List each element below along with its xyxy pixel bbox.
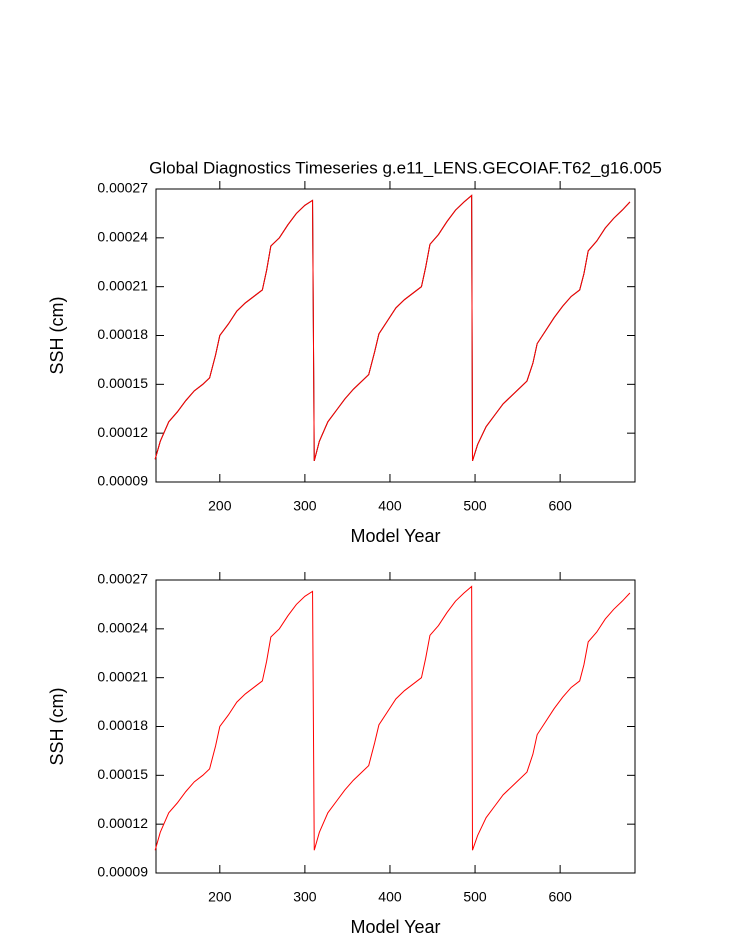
x-tick-label: 300 <box>293 889 317 905</box>
y-tick-label: 0.00024 <box>97 229 148 245</box>
x-tick-label: 300 <box>293 498 317 514</box>
y-axis-label: SSH (cm) <box>47 688 67 766</box>
x-tick-label: 600 <box>548 498 572 514</box>
x-tick-label: 500 <box>463 498 487 514</box>
y-tick-label: 0.00012 <box>97 424 148 440</box>
y-tick-label: 0.00021 <box>97 277 148 293</box>
x-axis-label: Model Year <box>350 526 440 546</box>
plot-frame <box>155 188 636 483</box>
x-tick-label: 400 <box>378 498 402 514</box>
series-line <box>154 194 631 461</box>
x-tick-label: 200 <box>208 889 232 905</box>
y-tick-label: 0.00027 <box>97 571 148 587</box>
series-line <box>154 585 631 851</box>
series-line <box>154 194 631 461</box>
y-tick-label: 0.00015 <box>97 375 148 391</box>
y-tick-label: 0.00018 <box>97 326 148 342</box>
y-tick-label: 0.00009 <box>97 864 148 880</box>
x-tick-label: 400 <box>378 889 402 905</box>
y-tick-label: 0.00018 <box>97 717 148 733</box>
y-tick-label: 0.00015 <box>97 766 148 782</box>
x-tick-label: 600 <box>548 889 572 905</box>
x-axis-label: Model Year <box>350 917 440 937</box>
x-tick-label: 200 <box>208 498 232 514</box>
plot-frame <box>155 579 636 874</box>
chart-title: Global Diagnostics Timeseries g.e11_LENS… <box>149 158 662 177</box>
y-tick-label: 0.00027 <box>97 180 148 196</box>
y-tick-label: 0.00024 <box>97 620 148 636</box>
y-axis-label: SSH (cm) <box>47 297 67 375</box>
y-tick-label: 0.00009 <box>97 473 148 489</box>
y-tick-label: 0.00012 <box>97 815 148 831</box>
y-tick-label: 0.00021 <box>97 668 148 684</box>
x-tick-label: 500 <box>463 889 487 905</box>
